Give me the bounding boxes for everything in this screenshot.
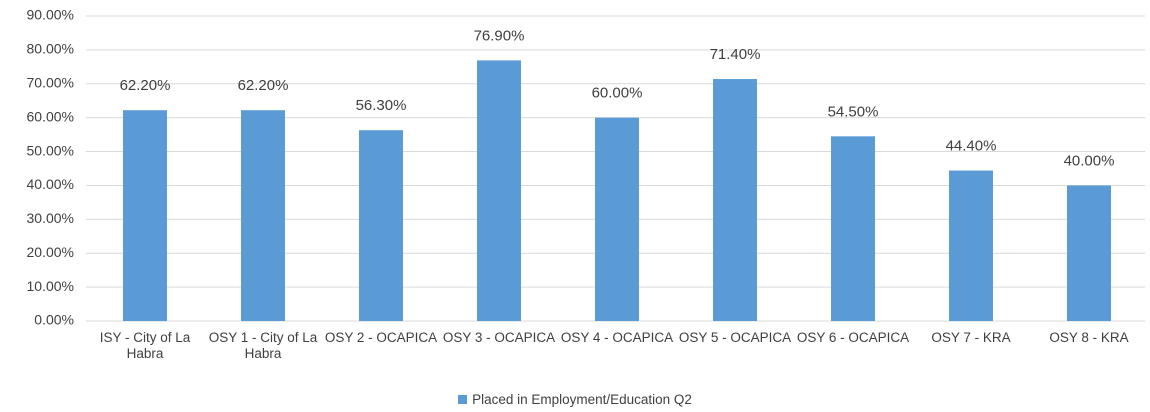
x-tick-label: OSY 1 - City of La Habra <box>208 330 318 361</box>
y-tick-label: 70.00% <box>27 74 74 90</box>
x-tick-label: OSY 5 - OCAPICA <box>678 330 792 345</box>
x-tick-label: OSY 7 - KRA <box>931 330 1011 345</box>
legend: Placed in Employment/Education Q2 <box>0 392 1150 407</box>
y-tick-label: 10.00% <box>27 278 74 294</box>
bar <box>1067 185 1111 321</box>
bar <box>595 117 639 322</box>
legend-label: Placed in Employment/Education Q2 <box>472 392 692 407</box>
x-tick-label: OSY 3 - OCAPICA <box>442 330 556 345</box>
data-label: 60.00% <box>592 85 643 102</box>
x-tick-label: OSY 2 - OCAPICA <box>324 330 438 345</box>
bar <box>359 130 403 321</box>
data-label: 56.30% <box>356 97 407 114</box>
bar <box>713 79 757 322</box>
bar <box>123 110 167 321</box>
bar <box>241 110 285 321</box>
data-label: 62.20% <box>238 77 289 94</box>
data-label: 76.90% <box>474 27 525 44</box>
y-tick-label: 60.00% <box>27 108 74 124</box>
y-tick-label: 30.00% <box>27 210 74 226</box>
x-tick-label: OSY 8 - KRA <box>1049 330 1129 345</box>
y-tick-label: 80.00% <box>27 41 74 57</box>
bar <box>477 60 521 322</box>
legend-swatch <box>458 395 468 404</box>
y-tick-label: 20.00% <box>27 244 74 260</box>
data-label: 44.40% <box>946 138 997 155</box>
y-tick-label: 90.00% <box>27 7 74 23</box>
data-label: 54.50% <box>828 103 879 120</box>
data-label: 71.40% <box>710 46 761 63</box>
bar <box>831 136 875 321</box>
x-tick-label: OSY 4 - OCAPICA <box>560 330 674 345</box>
y-tick-label: 0.00% <box>34 312 74 328</box>
y-tick-label: 50.00% <box>27 142 74 158</box>
y-tick-label: 40.00% <box>27 176 74 192</box>
data-label: 62.20% <box>120 77 171 94</box>
data-label: 40.00% <box>1064 152 1115 169</box>
x-tick-label: OSY 6 - OCAPICA <box>796 330 910 345</box>
bar <box>949 170 993 321</box>
x-tick-label: ISY - City of La Habra <box>99 330 191 361</box>
